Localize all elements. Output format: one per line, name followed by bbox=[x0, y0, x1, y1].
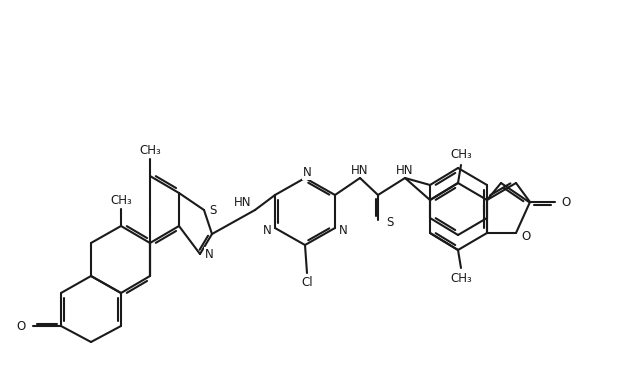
Text: N: N bbox=[339, 225, 348, 237]
Text: CH₃: CH₃ bbox=[450, 271, 472, 285]
Text: Cl: Cl bbox=[301, 276, 313, 290]
Text: S: S bbox=[386, 215, 393, 228]
Text: HN: HN bbox=[396, 164, 414, 177]
Text: CH₃: CH₃ bbox=[139, 144, 161, 156]
Text: N: N bbox=[303, 166, 311, 180]
Text: CH₃: CH₃ bbox=[450, 149, 472, 161]
Text: O: O bbox=[17, 319, 26, 333]
Text: N: N bbox=[205, 248, 214, 260]
Text: S: S bbox=[209, 203, 217, 217]
Text: CH₃: CH₃ bbox=[110, 194, 132, 206]
Text: O: O bbox=[561, 195, 570, 209]
Text: HN: HN bbox=[351, 164, 369, 177]
Text: N: N bbox=[263, 225, 271, 237]
Text: O: O bbox=[521, 229, 530, 243]
Text: HN: HN bbox=[233, 195, 251, 209]
